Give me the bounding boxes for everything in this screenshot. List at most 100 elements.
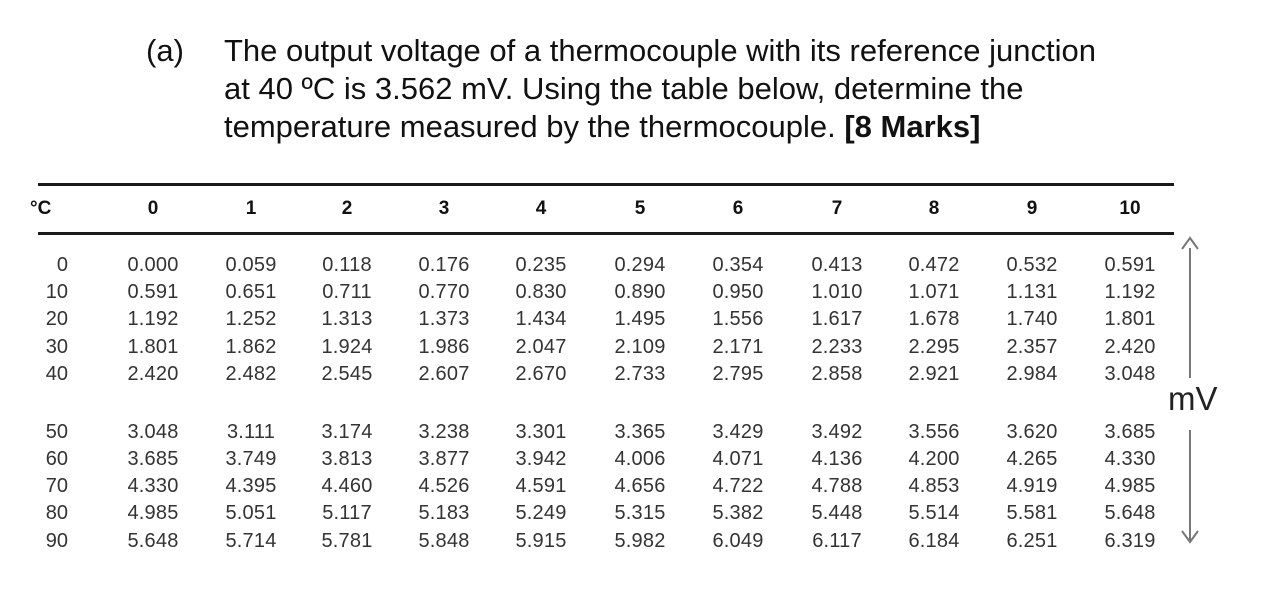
column-header: 8: [928, 198, 940, 219]
table-cell: 1.862: [225, 336, 277, 358]
row-label: 10: [45, 281, 68, 303]
column-header: 6: [732, 198, 744, 219]
table-cell: 0.118: [322, 254, 372, 276]
column-header: 2: [341, 198, 353, 219]
table-cell: 3.174: [321, 421, 373, 443]
table-cell: 4.006: [614, 448, 666, 470]
table-cell: 0.294: [614, 254, 666, 276]
table-cell: 2.607: [418, 363, 470, 385]
table-cell: 2.921: [908, 363, 960, 385]
row-label: 40: [45, 363, 68, 385]
table-cell: 0.059: [225, 254, 277, 276]
row-label: 30: [45, 336, 68, 358]
table-cell: 2.795: [712, 363, 764, 385]
table-cell: 4.136: [811, 448, 863, 470]
table-cell: 2.047: [515, 336, 567, 358]
table-cell: 1.131: [1006, 281, 1058, 303]
table-cell: 0.591: [127, 281, 179, 303]
table-cell: 0.950: [712, 281, 764, 303]
table-cell: 3.877: [418, 448, 470, 470]
row-label: 50: [45, 421, 68, 443]
table-cell: 1.434: [515, 308, 567, 330]
question-line-3-text: temperature measured by the thermocouple…: [224, 109, 845, 144]
table-cell: 5.648: [1104, 502, 1156, 524]
table-cell: 5.514: [908, 502, 960, 524]
table-cell: 4.200: [908, 448, 960, 470]
table-cell: 5.448: [811, 502, 863, 524]
row-label: 90: [45, 530, 68, 552]
row-label: 80: [45, 502, 68, 524]
table-cell: 1.373: [418, 308, 470, 330]
table-cell: 3.685: [1104, 421, 1156, 443]
table-cell: 0.591: [1104, 254, 1156, 276]
table-cell: 4.853: [908, 475, 960, 497]
table-cell: 3.685: [127, 448, 179, 470]
table-cell: 1.192: [127, 308, 179, 330]
table-cell: 3.749: [225, 448, 277, 470]
table-cell: 5.183: [418, 502, 470, 524]
table-cell: 0.890: [614, 281, 666, 303]
table-cell: 4.071: [712, 448, 764, 470]
table-cell: 2.984: [1006, 363, 1058, 385]
table-cell: 2.545: [321, 363, 373, 385]
table-cell: 6.251: [1006, 530, 1058, 552]
column-header: 5: [634, 198, 646, 219]
table-cell: 4.985: [1104, 475, 1156, 497]
table-cell: 5.781: [321, 530, 373, 552]
unit-label: mV: [1168, 380, 1218, 417]
column-header: 7: [831, 198, 843, 219]
table-cell: 3.301: [515, 421, 567, 443]
table-cell: 0.532: [1006, 254, 1058, 276]
table-cell: 1.071: [908, 281, 960, 303]
table-cell: 3.813: [321, 448, 373, 470]
question-text: The output voltage of a thermocouple wit…: [224, 32, 1214, 146]
table-cell: 3.365: [614, 421, 666, 443]
column-header: 9: [1026, 198, 1038, 219]
table-cell: 2.482: [225, 363, 277, 385]
question-line-1: The output voltage of a thermocouple wit…: [224, 33, 1096, 68]
column-header: 3: [438, 198, 450, 219]
table-cell: 2.420: [127, 363, 179, 385]
table-cell: 3.048: [127, 421, 179, 443]
table-cell: 5.848: [418, 530, 470, 552]
column-header: 10: [1119, 198, 1141, 219]
table-cell: 5.648: [127, 530, 179, 552]
range-arrow-line-lower: [1189, 430, 1191, 540]
column-header: 0: [147, 198, 159, 219]
table-header-rule: [38, 232, 1174, 235]
table-cell: 1.617: [811, 308, 863, 330]
table-cell: 4.526: [418, 475, 470, 497]
arrow-down-icon: [1181, 530, 1199, 544]
table-cell: 1.801: [127, 336, 179, 358]
arrow-up-icon: [1181, 236, 1199, 250]
table-cell: 3.620: [1006, 421, 1058, 443]
table-cell: 6.184: [908, 530, 960, 552]
table-cell: 0.354: [712, 254, 764, 276]
table-cell: 2.357: [1006, 336, 1058, 358]
table-cell: 1.678: [908, 308, 960, 330]
table-cell: 0.472: [908, 254, 960, 276]
table-cell: 2.171: [712, 336, 764, 358]
table-cell: 4.395: [225, 475, 277, 497]
table-cell: 2.109: [614, 336, 666, 358]
table-cell: 2.295: [908, 336, 960, 358]
table-cell: 4.265: [1006, 448, 1058, 470]
table-cell: 1.740: [1006, 308, 1058, 330]
table-cell: 1.252: [225, 308, 277, 330]
column-header: 1: [245, 198, 257, 219]
table-cell: 5.051: [225, 502, 277, 524]
table-cell: 2.733: [614, 363, 666, 385]
range-arrow-line-upper: [1189, 248, 1191, 378]
table-cell: 3.429: [712, 421, 764, 443]
table-cell: 3.492: [811, 421, 863, 443]
row-label: 60: [45, 448, 68, 470]
table-cell: 5.117: [322, 502, 372, 524]
header-corner: °C: [30, 198, 52, 219]
table-cell: 6.117: [812, 530, 862, 552]
table-top-rule: [38, 183, 1174, 186]
row-label: 20: [45, 308, 68, 330]
table-cell: 3.238: [418, 421, 470, 443]
table-cell: 0.000: [127, 254, 179, 276]
table-cell: 2.233: [811, 336, 863, 358]
table-cell: 0.651: [225, 281, 277, 303]
